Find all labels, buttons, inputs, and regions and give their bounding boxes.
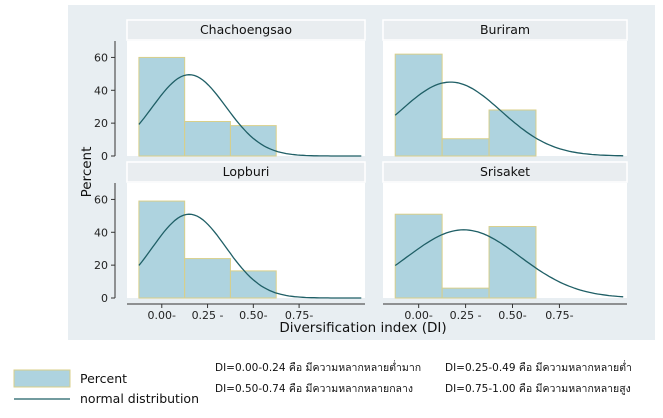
y-tick-label: 60 bbox=[94, 193, 108, 206]
legend-normal-label: normal distribution bbox=[80, 391, 199, 406]
histogram-bar bbox=[184, 121, 231, 157]
panel-buriram: Buriram bbox=[382, 19, 628, 157]
normal-curve bbox=[394, 81, 624, 157]
histogram-bar bbox=[229, 125, 277, 157]
x-tick-label: 0.50- bbox=[498, 309, 526, 322]
y-tick-label: 20 bbox=[94, 117, 108, 130]
panel-title: Lopburi bbox=[223, 164, 270, 179]
panel-strip bbox=[382, 19, 628, 41]
histogram-bar bbox=[138, 200, 186, 299]
panel-srisaket: Srisaket bbox=[382, 161, 628, 299]
y-tick-label: 20 bbox=[94, 259, 108, 272]
normal-curve bbox=[138, 213, 362, 299]
histogram-bar bbox=[138, 56, 186, 157]
x-tick-label: 0.75- bbox=[285, 309, 313, 322]
y-tick-label: 0 bbox=[101, 292, 108, 305]
y-tick-label: 40 bbox=[94, 84, 108, 97]
x-tick-label: 0.00- bbox=[404, 309, 432, 322]
x-tick-label: 0.25 - bbox=[450, 309, 482, 322]
x-tick-label: 0.00- bbox=[148, 309, 176, 322]
histogram-bar bbox=[488, 226, 537, 299]
y-tick-label: 0 bbox=[101, 150, 108, 163]
di-notes: DI=0.00-0.24 คือ มีความหลากหลายต่ำมาก DI… bbox=[215, 360, 632, 395]
x-axis-title: Diversification index (DI) bbox=[279, 320, 446, 336]
y-axis-title: Percent bbox=[79, 147, 95, 198]
histogram-bar bbox=[394, 53, 443, 157]
legend-percent-swatch bbox=[13, 369, 71, 388]
histogram-bar bbox=[394, 213, 443, 299]
y-tick-label: 40 bbox=[94, 226, 108, 239]
histogram-bar bbox=[441, 138, 490, 157]
y-tick-label: 60 bbox=[94, 51, 108, 64]
histogram-bar bbox=[229, 270, 277, 299]
note-di-low: DI=0.25-0.49 คือ มีความหลากหลายต่ำ bbox=[445, 360, 632, 374]
x-axes: 0.00- 0.25 - 0.50- 0.75- 0.00- 0.25 - 0.50- 0.7… bbox=[127, 303, 627, 322]
note-di-medium: DI=0.50-0.74 คือ มีความหลากหลายกลาง bbox=[215, 382, 413, 395]
panel-lopburi: Lopburi bbox=[126, 161, 366, 299]
panel-title: Chachoengsao bbox=[200, 22, 292, 37]
x-tick-label: 0.25 - bbox=[192, 309, 224, 322]
note-di-very-low: DI=0.00-0.24 คือ มีความหลากหลายต่ำมาก bbox=[215, 360, 421, 374]
panel-title: Buriram bbox=[480, 22, 530, 37]
panel-strip bbox=[126, 161, 366, 183]
y-axes: 0 20 40 60 0 20 40 60 bbox=[94, 41, 116, 305]
note-di-high: DI=0.75-1.00 คือ มีความหลากหลายสูง bbox=[445, 382, 631, 395]
x-tick-label: 0.50- bbox=[239, 309, 267, 322]
histogram-bar bbox=[184, 258, 231, 299]
legend: Percent normal distribution bbox=[13, 369, 199, 406]
normal-curve bbox=[138, 74, 362, 157]
normal-curve bbox=[394, 229, 624, 298]
panel-strip bbox=[126, 19, 366, 41]
panel-chachoengsao: Chachoengsao bbox=[126, 19, 366, 157]
x-tick-label: 0.75- bbox=[545, 309, 573, 322]
legend-percent-label: Percent bbox=[80, 371, 127, 386]
histogram-bar bbox=[441, 287, 490, 299]
panel-title: Srisaket bbox=[480, 164, 530, 179]
panel-strip bbox=[382, 161, 628, 183]
